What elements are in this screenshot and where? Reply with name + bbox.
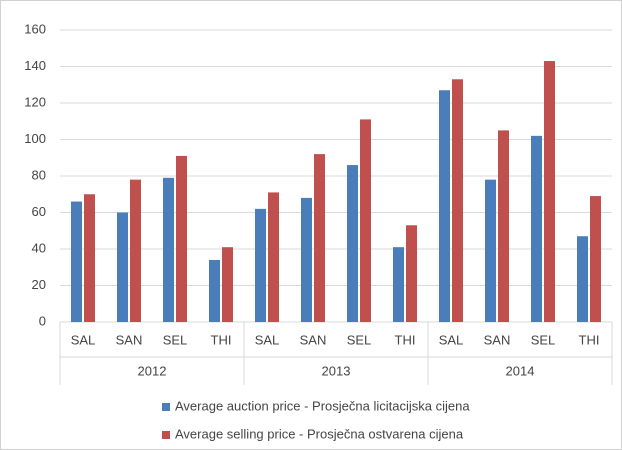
- bar: [130, 179, 141, 322]
- x-tick-label: SAN: [300, 332, 327, 347]
- bar: [222, 247, 233, 322]
- y-tick-label: 120: [24, 94, 46, 109]
- bar: [347, 165, 358, 322]
- y-tick-label: 0: [39, 313, 46, 328]
- x-tick-label: THI: [211, 332, 232, 347]
- bar: [498, 130, 509, 322]
- x-tick-label: SEL: [531, 332, 556, 347]
- group-label: 2013: [322, 363, 351, 378]
- bar: [71, 201, 82, 322]
- bar: [393, 247, 404, 322]
- bar: [84, 194, 95, 322]
- bar: [452, 79, 463, 323]
- bar: [301, 197, 312, 322]
- bar: [590, 196, 601, 322]
- x-tick-label: SAL: [255, 332, 280, 347]
- x-tick-label: SAN: [116, 332, 143, 347]
- bar: [544, 61, 555, 323]
- legend-label: Average selling price - Prosječna ostvar…: [175, 426, 464, 441]
- bar: [209, 259, 220, 322]
- y-tick-label: 100: [24, 131, 46, 146]
- y-tick-label: 20: [32, 277, 46, 292]
- y-tick-label: 60: [32, 204, 46, 219]
- bar: [314, 154, 325, 322]
- legend-swatch: [162, 431, 170, 439]
- legend-label: Average auction price - Prosječna licita…: [175, 398, 470, 413]
- group-label: 2014: [506, 363, 535, 378]
- y-tick-label: 40: [32, 240, 46, 255]
- x-tick-label: SEL: [347, 332, 372, 347]
- bar: [406, 225, 417, 322]
- bar: [163, 177, 174, 322]
- x-tick-label: SAN: [484, 332, 511, 347]
- bar: [268, 192, 279, 322]
- x-tick-label: SEL: [163, 332, 188, 347]
- y-tick-label: 80: [32, 167, 46, 182]
- x-tick-label: SAL: [439, 332, 464, 347]
- x-tick-label: SAL: [71, 332, 96, 347]
- y-tick-label: 140: [24, 58, 46, 73]
- bar: [531, 135, 542, 322]
- y-tick-label: 160: [24, 21, 46, 36]
- bar: [485, 179, 496, 322]
- bar: [255, 208, 266, 322]
- bar: [360, 119, 371, 322]
- legend-swatch: [162, 403, 170, 411]
- bar: [439, 90, 450, 322]
- x-tick-label: THI: [579, 332, 600, 347]
- group-label: 2012: [138, 363, 167, 378]
- bar: [117, 212, 128, 322]
- x-tick-label: THI: [395, 332, 416, 347]
- bar: [176, 155, 187, 322]
- bar: [577, 236, 588, 322]
